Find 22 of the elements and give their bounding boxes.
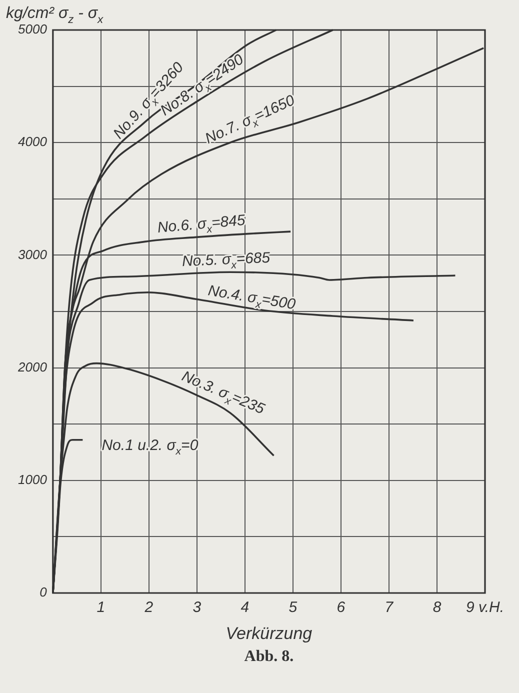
x-axis-title: Verkürzung bbox=[226, 624, 313, 643]
y-tick-label: 4000 bbox=[18, 134, 48, 150]
y-tick-label: 0 bbox=[40, 584, 48, 600]
x-tick-label: 3 bbox=[192, 599, 202, 616]
y-tick-label: 1000 bbox=[18, 472, 48, 488]
text: No.6. σx=845 bbox=[156, 212, 247, 236]
y-tick-label: 2000 bbox=[17, 359, 48, 374]
x-tick-label: 1 bbox=[96, 599, 106, 616]
x-tick-label: 5 bbox=[288, 599, 298, 616]
text: No.3. σx=235 bbox=[179, 368, 268, 418]
x-tick-label: 7 bbox=[384, 599, 394, 616]
x-tick-label: 2 bbox=[144, 599, 154, 616]
series-label: No.5. σx=685 bbox=[182, 249, 272, 272]
y-tick-label: 3000 bbox=[18, 246, 48, 262]
caption: Abb. 8. bbox=[244, 648, 294, 665]
x-tick-label: 6 bbox=[336, 599, 346, 616]
x-tick-label: 8 bbox=[432, 599, 442, 616]
x-tick-label: 9 v.H. bbox=[466, 599, 504, 616]
text: No.4. σx=500 bbox=[206, 282, 298, 314]
text: No.7. σx=1650 bbox=[202, 92, 298, 148]
x-tick-label: 4 bbox=[240, 599, 250, 616]
y-tick-label: 5000 bbox=[18, 22, 48, 37]
